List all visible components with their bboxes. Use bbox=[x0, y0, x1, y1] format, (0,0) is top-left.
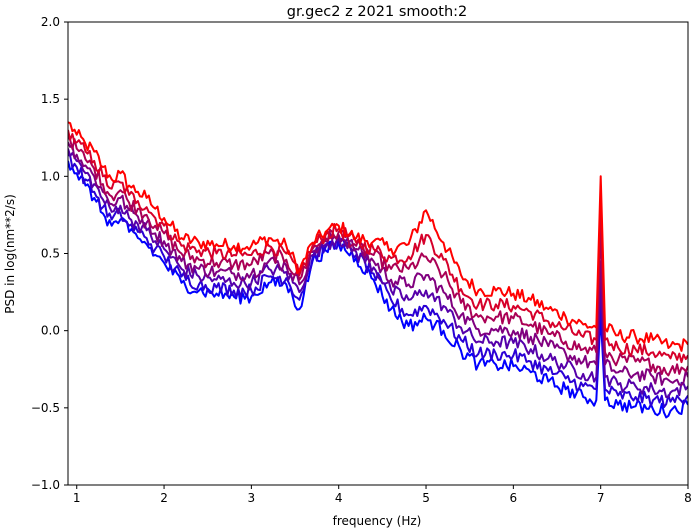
x-tick-label: 6 bbox=[510, 491, 518, 505]
y-axis: −1.0 −0.5 0.0 0.5 1.0 1.5 2.0 bbox=[31, 15, 68, 492]
x-tick-label: 8 bbox=[684, 491, 692, 505]
x-tick-label: 4 bbox=[335, 491, 343, 505]
y-tick-label: 0.5 bbox=[41, 247, 60, 261]
plot-frame bbox=[67, 21, 689, 486]
series-line-4 bbox=[68, 148, 688, 399]
x-tick-label: 7 bbox=[597, 491, 605, 505]
y-tick-label: 2.0 bbox=[41, 15, 60, 29]
y-tick-label: 0.0 bbox=[41, 324, 60, 338]
y-tick-label: 1.0 bbox=[41, 169, 60, 183]
x-tick-label: 5 bbox=[422, 491, 430, 505]
x-tick-label: 2 bbox=[160, 491, 168, 505]
series-line-0 bbox=[68, 121, 688, 352]
series-line-3 bbox=[68, 141, 688, 387]
y-axis-title: PSD in log(nm**2/s) bbox=[3, 194, 17, 314]
x-axis-title: frequency (Hz) bbox=[333, 514, 422, 528]
y-tick-label: −1.0 bbox=[31, 478, 60, 492]
y-tick-label: −0.5 bbox=[31, 401, 60, 415]
series-layer bbox=[68, 121, 688, 419]
x-tick-label: 3 bbox=[248, 491, 256, 505]
series-line-1 bbox=[68, 129, 688, 364]
chart-title: gr.gec2 z 2021 smooth:2 bbox=[287, 4, 468, 20]
x-tick-label: 1 bbox=[73, 491, 81, 505]
y-tick-label: 1.5 bbox=[41, 92, 60, 106]
series-line-5 bbox=[68, 153, 688, 409]
x-axis: 1 2 3 4 5 6 7 8 bbox=[73, 485, 692, 505]
